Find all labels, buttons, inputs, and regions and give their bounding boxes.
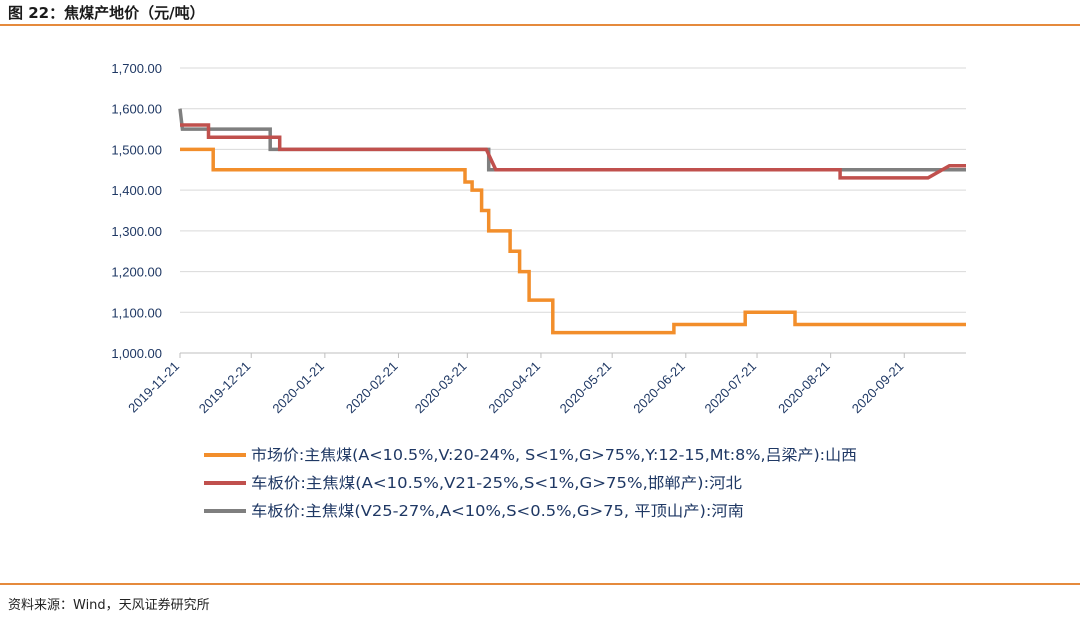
gridlines [180, 67, 966, 313]
y-tick-label: 1,100.00 [111, 305, 162, 320]
series-line-3 [178, 108, 966, 172]
x-tick-label: 2020-08-21 [775, 359, 833, 417]
figure-title: 图 22：焦煤产地价（元/吨） [8, 4, 205, 22]
x-axis: 2019-11-21 2019-12-21 2020-01-21 2020-02-21… [125, 352, 966, 417]
series-line-1 [180, 147, 966, 335]
x-tick-label: 2019-12-21 [196, 359, 254, 417]
x-tick-label: 2020-07-21 [702, 359, 760, 417]
y-tick-label: 1,200.00 [111, 265, 162, 280]
legend-label-3: 车板价:主焦煤(V25-27%,A<10%,S<0.5%,G>75, 平顶山产)… [251, 502, 744, 520]
top-rule [0, 24, 1080, 26]
y-tick-label: 1,500.00 [111, 142, 162, 157]
y-axis-ticks: 1,000.00 1,100.00 1,200.00 1,300.00 1,400.00… [111, 61, 162, 361]
x-tick-label: 2020-03-21 [412, 359, 470, 417]
legend-label-1: 市场价:主焦煤(A<10.5%,V:20-24%, S<1%,G>75%,Y:1… [251, 446, 857, 464]
x-tick-label: 2020-05-21 [557, 359, 615, 417]
y-tick-label: 1,000.00 [111, 346, 162, 361]
x-tick-label: 2020-06-21 [630, 359, 688, 417]
legend: 市场价:主焦煤(A<10.5%,V:20-24%, S<1%,G>75%,Y:1… [204, 446, 857, 520]
series-lines [178, 108, 966, 335]
x-tick-label: 2020-09-21 [849, 359, 907, 417]
line-chart: 1,000.00 1,100.00 1,200.00 1,300.00 1,400.00… [111, 61, 966, 520]
y-tick-label: 1,300.00 [111, 224, 162, 239]
bottom-rule [0, 583, 1080, 585]
x-tick-label: 2020-01-21 [269, 359, 327, 417]
series-line-2 [180, 123, 966, 180]
x-tick-label: 2020-04-21 [485, 359, 543, 417]
y-tick-label: 1,600.00 [111, 102, 162, 117]
x-tick-label: 2020-02-21 [343, 359, 401, 417]
y-tick-label: 1,700.00 [111, 61, 162, 76]
x-tick-label: 2019-11-21 [125, 359, 182, 416]
source-note: 资料来源：Wind，天风证券研究所 [8, 598, 210, 613]
y-tick-label: 1,400.00 [111, 183, 162, 198]
legend-label-2: 车板价:主焦煤(A<10.5%,V21-25%,S<1%,G>75%,邯郸产):… [251, 474, 742, 492]
